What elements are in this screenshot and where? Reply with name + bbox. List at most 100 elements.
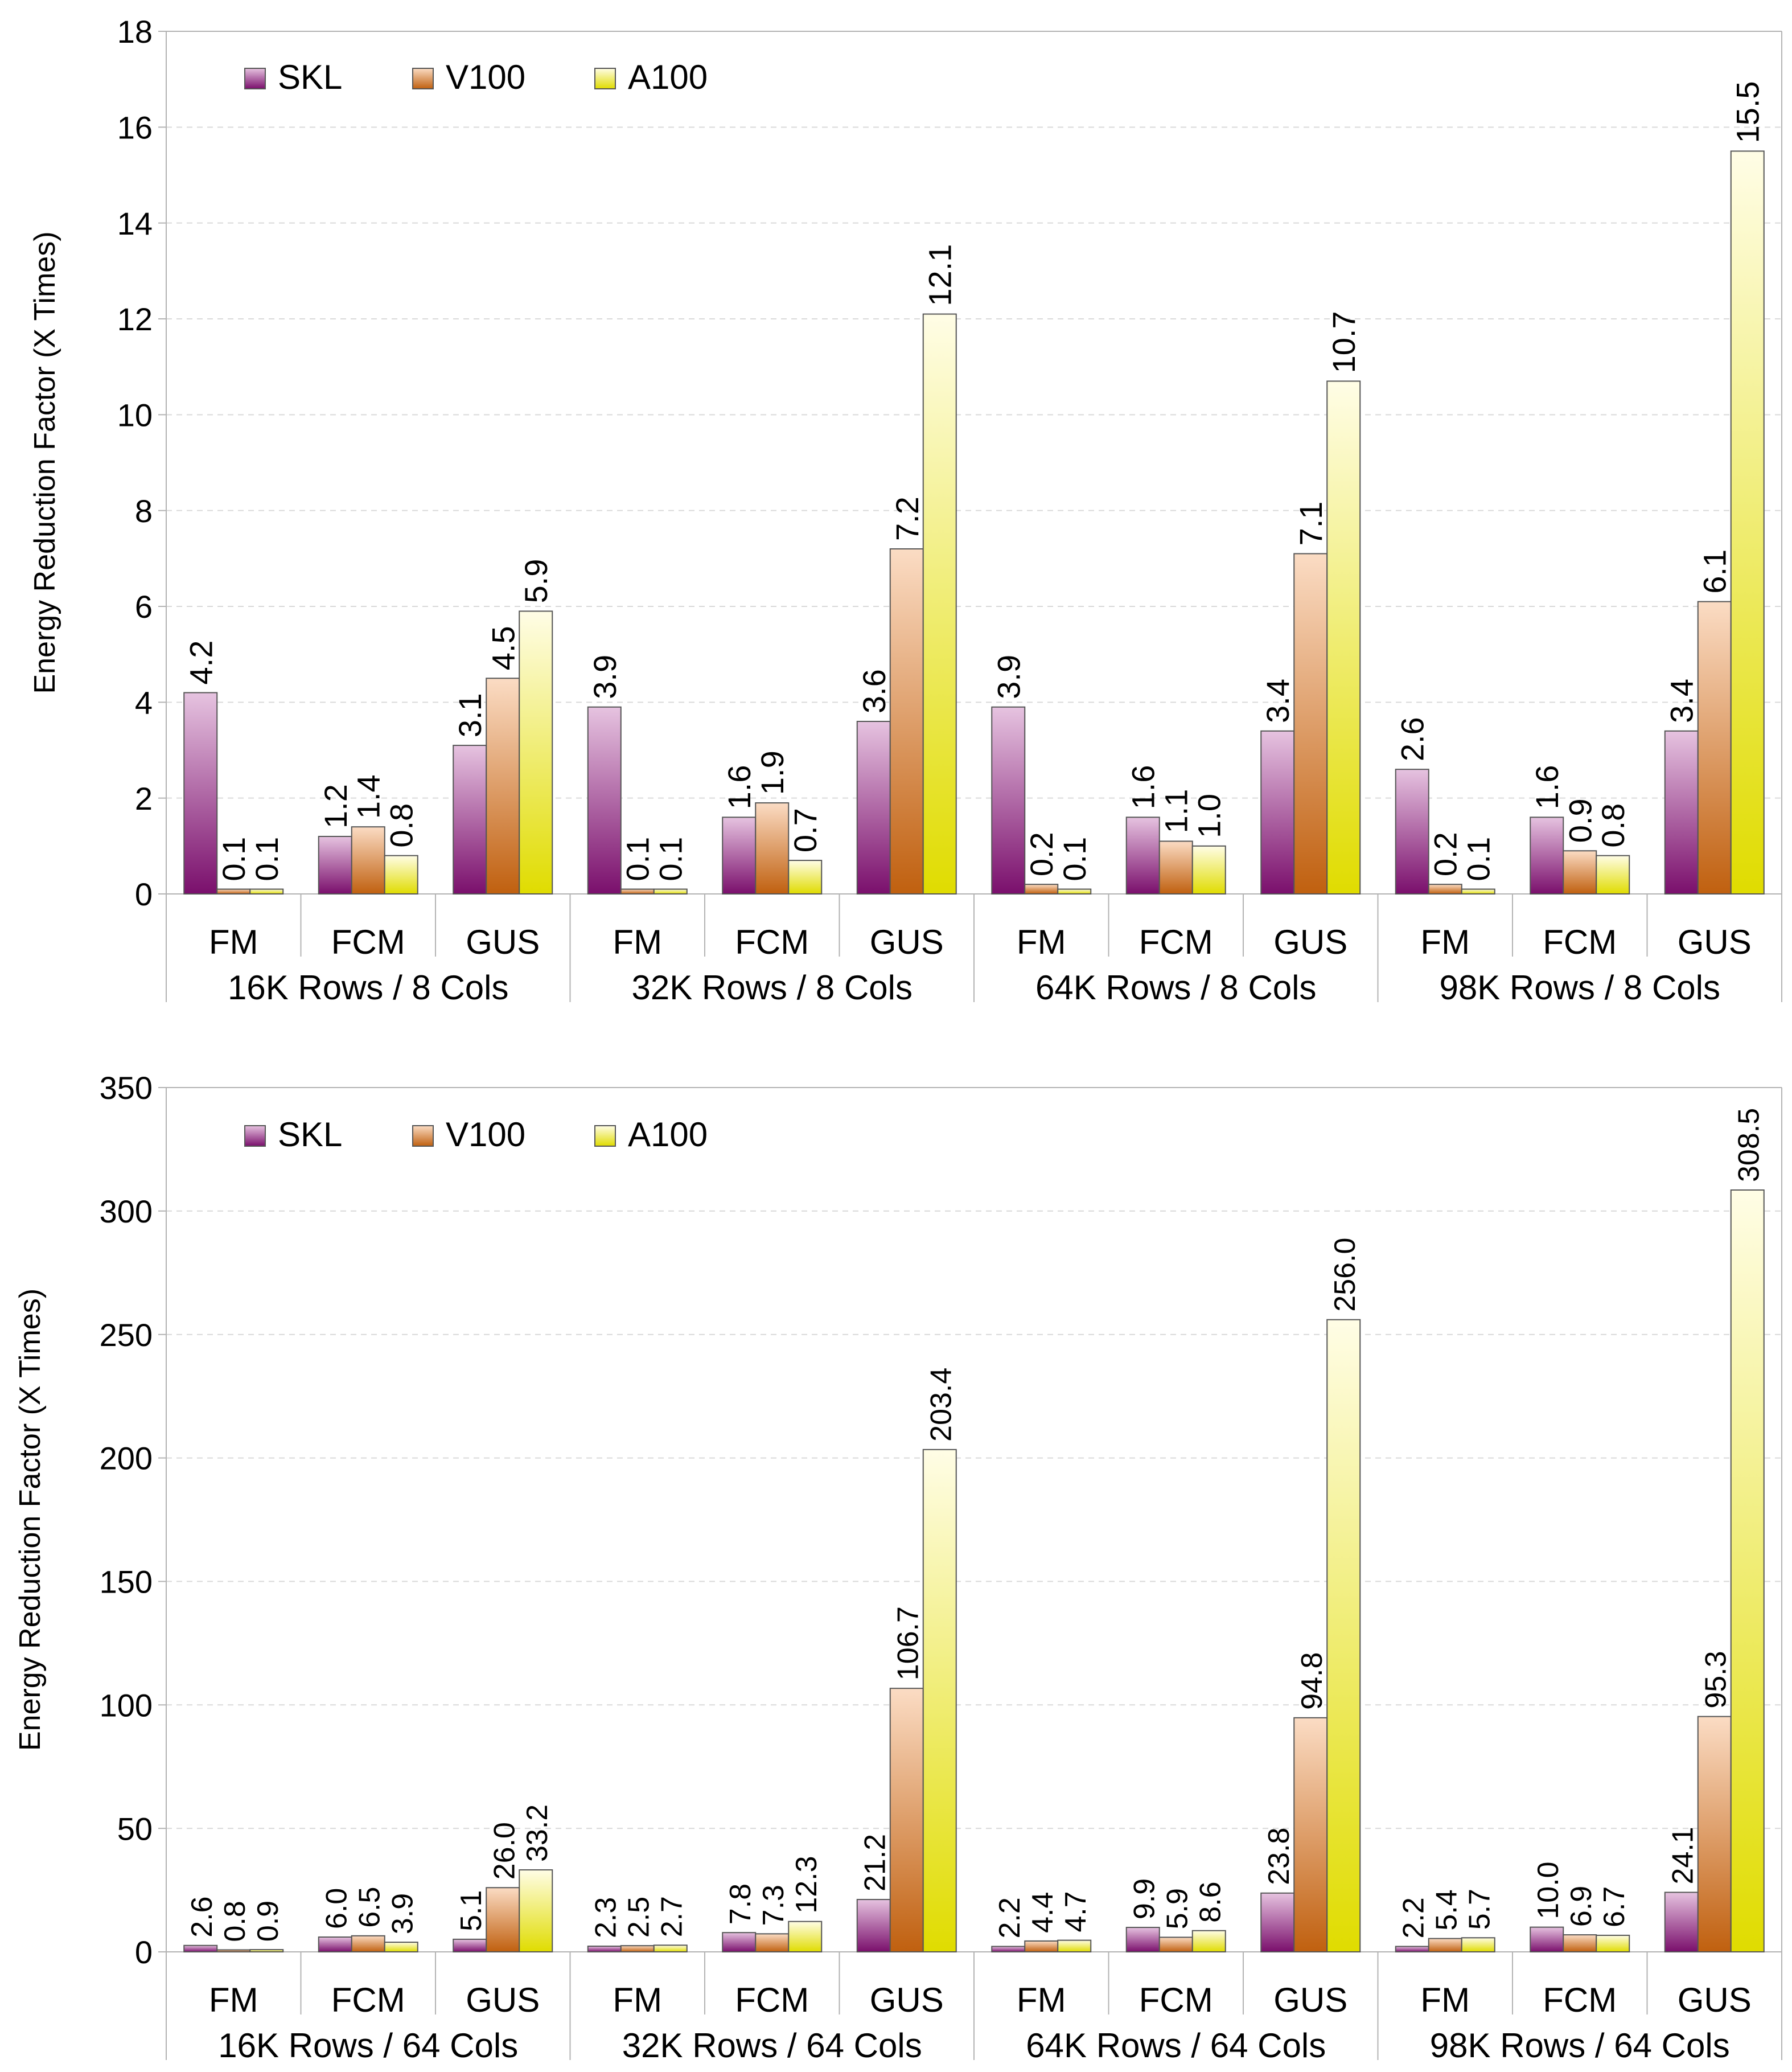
category-label-fm: FM — [1017, 1981, 1066, 2019]
bar-a100-fcm — [788, 860, 823, 895]
bar-a100-fcm — [1596, 855, 1630, 895]
data-label-v100: 1.1 — [1158, 789, 1194, 834]
bar-v100-fm — [1024, 1940, 1059, 1952]
bar-skl-fcm — [722, 1932, 757, 1952]
bar-a100-fm — [653, 888, 688, 895]
data-label-skl: 1.6 — [721, 765, 757, 809]
data-label-a100: 33.2 — [521, 1804, 554, 1862]
data-label-skl: 1.2 — [318, 784, 354, 828]
legend-label-a100: A100 — [628, 1115, 708, 1154]
data-label-v100: 0.1 — [620, 837, 656, 881]
bar-skl-fcm — [722, 817, 757, 895]
bar-a100-fcm — [1191, 1930, 1226, 1953]
y-tick-label: 14 — [117, 206, 153, 241]
bar-a100-fm — [653, 1944, 688, 1953]
data-label-a100: 8.6 — [1194, 1881, 1227, 1922]
data-label-a100: 12.1 — [922, 244, 958, 306]
bar-v100-gus — [1697, 1716, 1732, 1952]
bar-a100-fm — [1057, 1939, 1092, 1953]
category-label-fm: FM — [1420, 923, 1470, 961]
category-label-gus: GUS — [1273, 1981, 1347, 2019]
bar-skl-fcm — [318, 1936, 352, 1952]
bar-a100-fcm — [384, 1942, 418, 1953]
legend-swatch-a100 — [594, 1125, 616, 1147]
y-tick-label: 12 — [117, 301, 153, 337]
bar-v100-fcm — [1563, 1934, 1597, 1953]
bar-a100-fm — [1461, 1937, 1495, 1953]
y-tick-label: 0 — [135, 1934, 153, 1970]
data-label-v100: 7.1 — [1293, 502, 1329, 546]
bar-skl-fm — [1395, 1946, 1429, 1952]
bar-v100-gus — [486, 678, 520, 895]
bar-v100-fm — [216, 888, 251, 895]
data-label-skl: 3.4 — [1260, 679, 1296, 723]
bar-v100-fcm — [1158, 1936, 1193, 1953]
data-label-a100: 0.1 — [653, 837, 689, 881]
data-label-skl: 3.9 — [990, 655, 1026, 699]
data-label-skl: 10.0 — [1532, 1861, 1565, 1919]
category-label-fm: FM — [209, 923, 258, 961]
group-label: 16K Rows / 8 Cols — [228, 969, 509, 1007]
category-label-fcm: FCM — [331, 1981, 405, 2019]
bar-skl-gus — [453, 1938, 487, 1953]
data-label-skl: 4.2 — [183, 641, 219, 685]
bar-v100-fm — [1428, 884, 1462, 895]
y-axis-title: Energy Reduction Factor (X Times) — [14, 1289, 47, 1751]
category-label-fcm: FCM — [735, 1981, 809, 2019]
legend-label-v100: V100 — [446, 58, 525, 96]
data-label-v100: 0.2 — [1024, 832, 1059, 876]
data-label-a100: 10.7 — [1326, 311, 1362, 373]
group-label: 32K Rows / 64 Cols — [622, 2026, 922, 2065]
data-label-skl: 2.3 — [590, 1897, 623, 1938]
y-tick-label: 100 — [100, 1687, 153, 1723]
bar-skl-fm — [183, 692, 218, 895]
bar-skl-fm — [991, 706, 1026, 895]
data-label-v100: 5.9 — [1161, 1888, 1194, 1929]
bar-skl-fm — [991, 1946, 1026, 1952]
group-label: 98K Rows / 8 Cols — [1439, 969, 1720, 1007]
data-label-skl: 2.6 — [1395, 717, 1431, 761]
data-label-a100: 0.1 — [249, 837, 285, 881]
bar-v100-fcm — [1563, 850, 1597, 895]
y-tick-label: 50 — [117, 1811, 153, 1847]
bar-a100-fm — [1057, 888, 1092, 895]
bar-a100-fm — [249, 1949, 284, 1953]
data-label-a100: 15.5 — [1730, 81, 1766, 143]
data-label-skl: 3.4 — [1664, 679, 1700, 723]
data-label-a100: 0.9 — [252, 1901, 285, 1942]
legend-swatch-skl — [244, 68, 266, 89]
y-tick-label: 250 — [100, 1317, 153, 1353]
data-label-v100: 95.3 — [1700, 1651, 1733, 1708]
data-label-v100: 94.8 — [1296, 1652, 1329, 1710]
data-label-skl: 7.8 — [724, 1884, 757, 1925]
bar-v100-fm — [1428, 1938, 1462, 1952]
data-label-skl: 5.1 — [455, 1890, 488, 1931]
data-label-v100: 0.9 — [1562, 798, 1598, 843]
data-label-a100: 0.8 — [384, 803, 420, 848]
bar-skl-gus — [856, 1899, 891, 1952]
data-label-v100: 2.5 — [623, 1897, 656, 1938]
legend: SKL V100 A100 — [244, 58, 708, 96]
bar-skl-fcm — [1530, 1926, 1564, 1953]
y-tick-label: 300 — [100, 1193, 153, 1229]
category-label-fm: FM — [1420, 1981, 1470, 2019]
bar-v100-fcm — [351, 826, 385, 895]
y-tick-label: 18 — [117, 14, 153, 50]
bar-skl-fm — [1395, 769, 1429, 895]
group-label: 64K Rows / 8 Cols — [1035, 969, 1317, 1007]
data-label-v100: 26.0 — [488, 1822, 521, 1880]
data-label-skl: 1.6 — [1529, 765, 1565, 809]
data-label-a100: 5.7 — [1464, 1889, 1497, 1930]
data-label-v100: 7.2 — [889, 497, 925, 541]
category-label-gus: GUS — [466, 1981, 540, 2019]
bar-a100-gus — [519, 610, 553, 895]
bar-v100-gus — [486, 1887, 520, 1953]
chart-8-cols: 0 2 4 6 8 10 12 14 16 18 Energy Reduction Factor (… — [28, 14, 1782, 1007]
category-label-gus: GUS — [466, 923, 540, 961]
data-label-skl: 3.6 — [856, 669, 892, 713]
bar-skl-gus — [1260, 730, 1295, 895]
legend-swatch-v100 — [412, 68, 434, 89]
data-label-a100: 12.3 — [790, 1856, 823, 1913]
legend-label-skl: SKL — [278, 58, 342, 96]
